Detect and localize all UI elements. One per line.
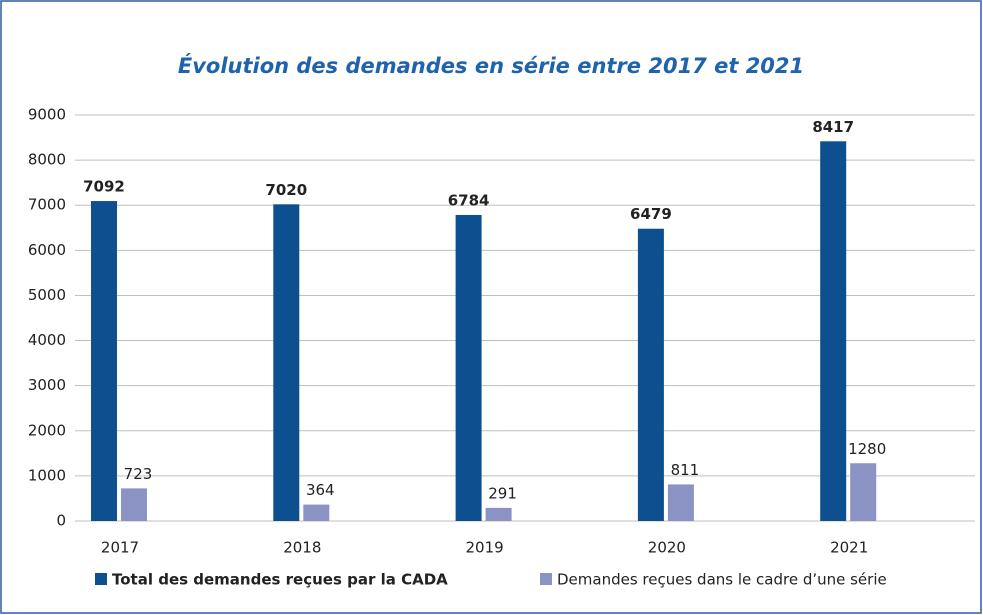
x-tick-label: 2017: [101, 539, 139, 557]
legend-label: Total des demandes reçues par la CADA: [112, 571, 448, 589]
data-label: 811: [671, 461, 700, 479]
x-tick-label: 2018: [283, 539, 321, 557]
y-tick-label: 1000: [28, 466, 66, 484]
data-label: 6784: [448, 191, 490, 209]
chart-title: Évolution des demandes en série entre 20…: [178, 53, 804, 78]
y-tick-label: 8000: [28, 151, 66, 169]
bar: [455, 214, 482, 521]
data-label: 1280: [848, 440, 886, 458]
data-label: 723: [124, 465, 153, 483]
data-label: 8417: [812, 118, 854, 136]
bar: [850, 463, 877, 521]
legend-label: Demandes reçues dans le cadre d’une séri…: [557, 571, 887, 589]
bar: [303, 504, 330, 521]
legend-swatch: [95, 573, 107, 585]
y-tick-label: 4000: [28, 331, 66, 349]
y-tick-label: 6000: [28, 241, 66, 259]
y-tick-label: 7000: [28, 196, 66, 214]
x-tick-label: 2020: [648, 539, 686, 557]
x-tick-label: 2019: [466, 539, 504, 557]
x-tick-label: 2021: [830, 539, 868, 557]
y-tick-label: 5000: [28, 286, 66, 304]
bar: [637, 228, 664, 522]
y-tick-label: 9000: [28, 106, 66, 124]
data-label: 364: [306, 481, 335, 499]
legend-swatch: [540, 573, 552, 585]
data-label: 7020: [265, 181, 307, 199]
data-label: 6479: [630, 205, 672, 223]
bar: [91, 201, 117, 521]
data-label: 291: [488, 484, 517, 502]
y-tick-label: 0: [56, 512, 66, 530]
bar: [485, 507, 512, 521]
bar: [273, 204, 300, 521]
bar: [667, 484, 694, 521]
y-tick-label: 2000: [28, 421, 66, 439]
bar: [121, 488, 147, 521]
bar: [820, 141, 847, 521]
y-tick-label: 3000: [28, 376, 66, 394]
data-label: 7092: [83, 178, 125, 196]
